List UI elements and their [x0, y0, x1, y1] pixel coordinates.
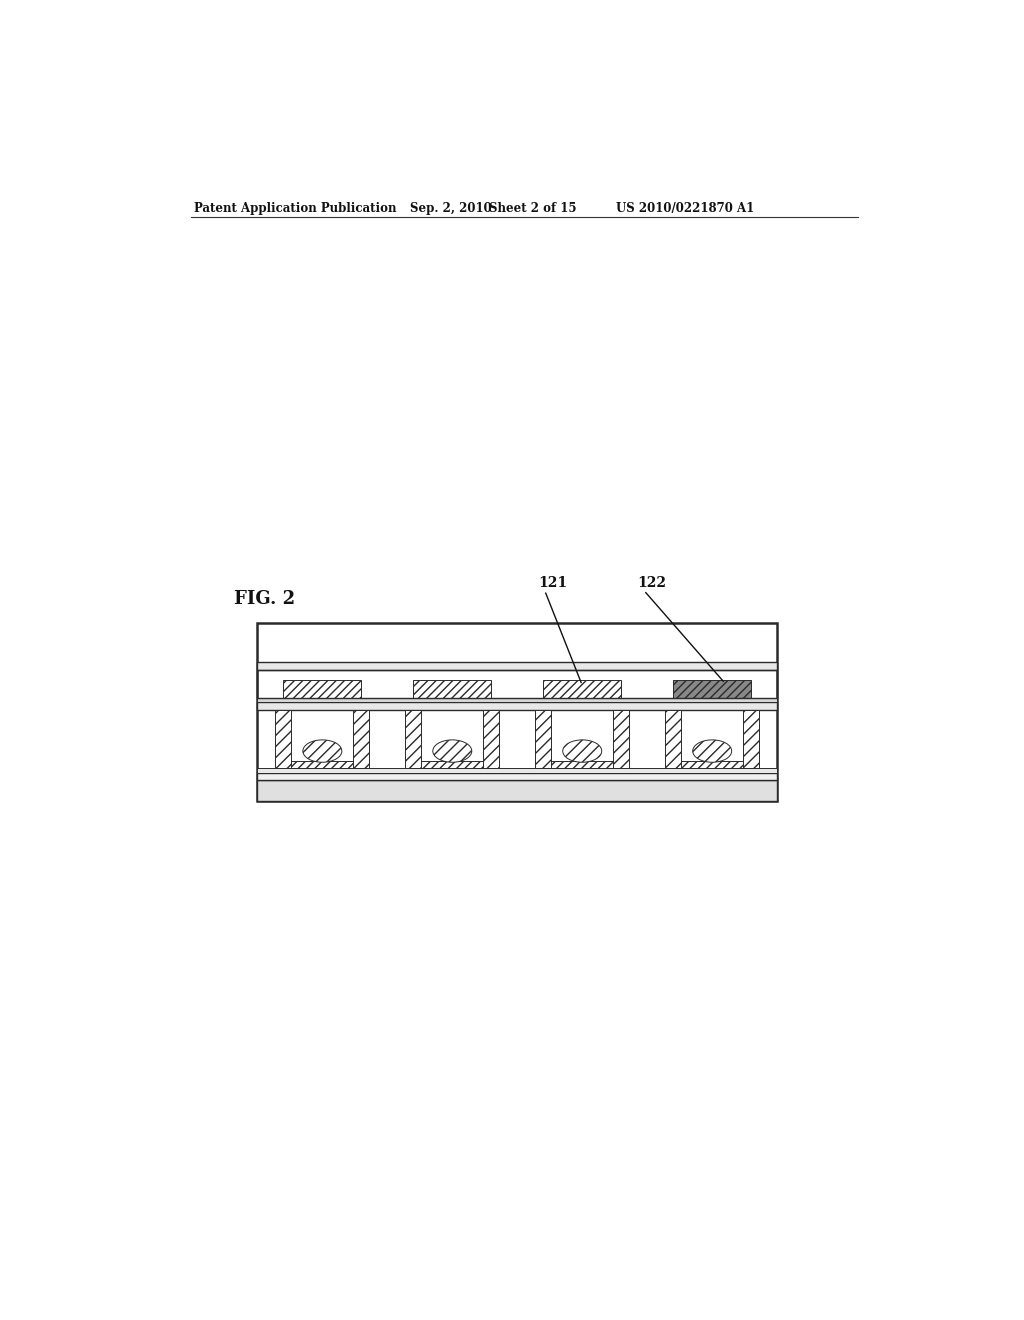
Bar	[665, 710, 681, 768]
Text: 122: 122	[637, 577, 667, 590]
Bar	[257, 774, 777, 780]
Bar	[743, 710, 760, 768]
Ellipse shape	[433, 741, 472, 762]
Bar	[257, 623, 777, 801]
Bar	[257, 702, 777, 710]
Ellipse shape	[303, 741, 342, 762]
Bar	[275, 710, 292, 768]
Bar	[257, 669, 777, 698]
Bar	[257, 698, 777, 702]
Bar	[544, 680, 622, 698]
Bar	[483, 710, 500, 768]
Text: US 2010/0221870 A1: US 2010/0221870 A1	[616, 202, 755, 215]
Bar	[536, 710, 551, 768]
Text: Sheet 2 of 15: Sheet 2 of 15	[489, 202, 577, 215]
Text: Sep. 2, 2010: Sep. 2, 2010	[410, 202, 492, 215]
Text: Patent Application Publication: Patent Application Publication	[194, 202, 396, 215]
Bar	[407, 762, 498, 768]
Ellipse shape	[563, 741, 602, 762]
Bar	[414, 680, 492, 698]
Bar	[284, 680, 361, 698]
Bar	[257, 661, 777, 669]
Text: FIG. 2: FIG. 2	[233, 590, 295, 609]
Text: 121: 121	[538, 577, 567, 590]
Bar	[353, 710, 370, 768]
Bar	[667, 762, 758, 768]
Bar	[257, 780, 777, 801]
Bar	[613, 710, 630, 768]
Bar	[276, 762, 368, 768]
Bar	[406, 710, 422, 768]
Bar	[537, 762, 628, 768]
Ellipse shape	[692, 741, 732, 762]
Bar	[673, 680, 752, 698]
Bar	[257, 768, 777, 774]
